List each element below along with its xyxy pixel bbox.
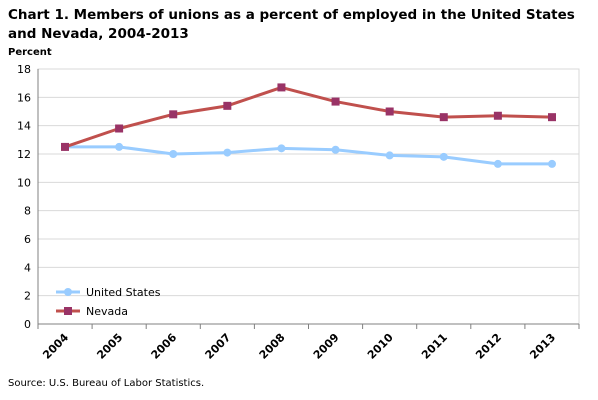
legend: United States Nevada [56,286,161,318]
legend-marker-united-states [64,288,72,296]
y-tick-label: 4 [24,261,31,274]
data-point-nevada [277,83,286,92]
data-point-united-states [331,145,340,154]
x-tick-label: 2008 [257,331,288,362]
series-line-united-states [65,145,552,166]
y-tick-label: 8 [24,205,31,218]
legend-marker-nevada [64,307,72,315]
series-group [61,83,556,168]
x-tick-label: 2011 [419,331,450,362]
legend-label-united-states: United States [86,286,161,299]
y-tick-label: 2 [24,290,31,303]
data-point-nevada [61,142,69,151]
data-point-united-states [277,144,286,153]
data-point-united-states [223,148,232,157]
y-tick-label: 12 [17,148,31,161]
data-point-nevada [331,97,340,106]
chart-title: Chart 1. Members of unions as a percent … [8,7,575,42]
x-tick-label: 2004 [40,331,71,362]
data-point-united-states [115,142,124,151]
gridlines [38,68,579,297]
y-tick-label: 6 [24,233,31,246]
data-point-united-states [169,150,178,158]
data-point-united-states [493,159,502,168]
y-tick-labels: 0 2 4 6 8 10 12 14 16 18 [17,63,31,331]
x-tick-label: 2005 [94,331,125,362]
y-tick-label: 18 [17,63,31,76]
data-point-nevada [115,124,124,133]
data-point-nevada [439,113,448,122]
x-tick-label: 2007 [203,331,234,362]
y-tick-label: 0 [24,318,31,331]
data-point-united-states [548,159,556,168]
data-point-united-states [439,152,448,161]
data-point-nevada [493,111,502,120]
y-tick-label: 16 [17,91,31,104]
x-tick-label: 2012 [473,331,504,362]
axes [37,68,580,329]
data-point-united-states [385,151,394,160]
legend-label-nevada: Nevada [86,305,128,318]
data-point-nevada [169,110,178,119]
data-point-nevada [385,107,394,116]
data-point-nevada [223,101,232,110]
source-note: Source: U.S. Bureau of Labor Statistics. [8,378,205,389]
x-tick-labels: 2004 2005 2006 2007 2008 2009 2010 2011 2012 2013 [40,331,558,362]
series-line-nevada [64,85,553,149]
y-tick-label: 14 [17,120,31,133]
y-axis-label: Percent [8,47,52,58]
y-tick-label: 10 [17,176,31,189]
x-tick-label: 2010 [365,331,396,362]
x-tick-label: 2013 [527,331,558,362]
x-tick-label: 2006 [148,331,179,362]
x-tick-label: 2009 [311,331,342,362]
data-point-nevada [548,113,556,122]
